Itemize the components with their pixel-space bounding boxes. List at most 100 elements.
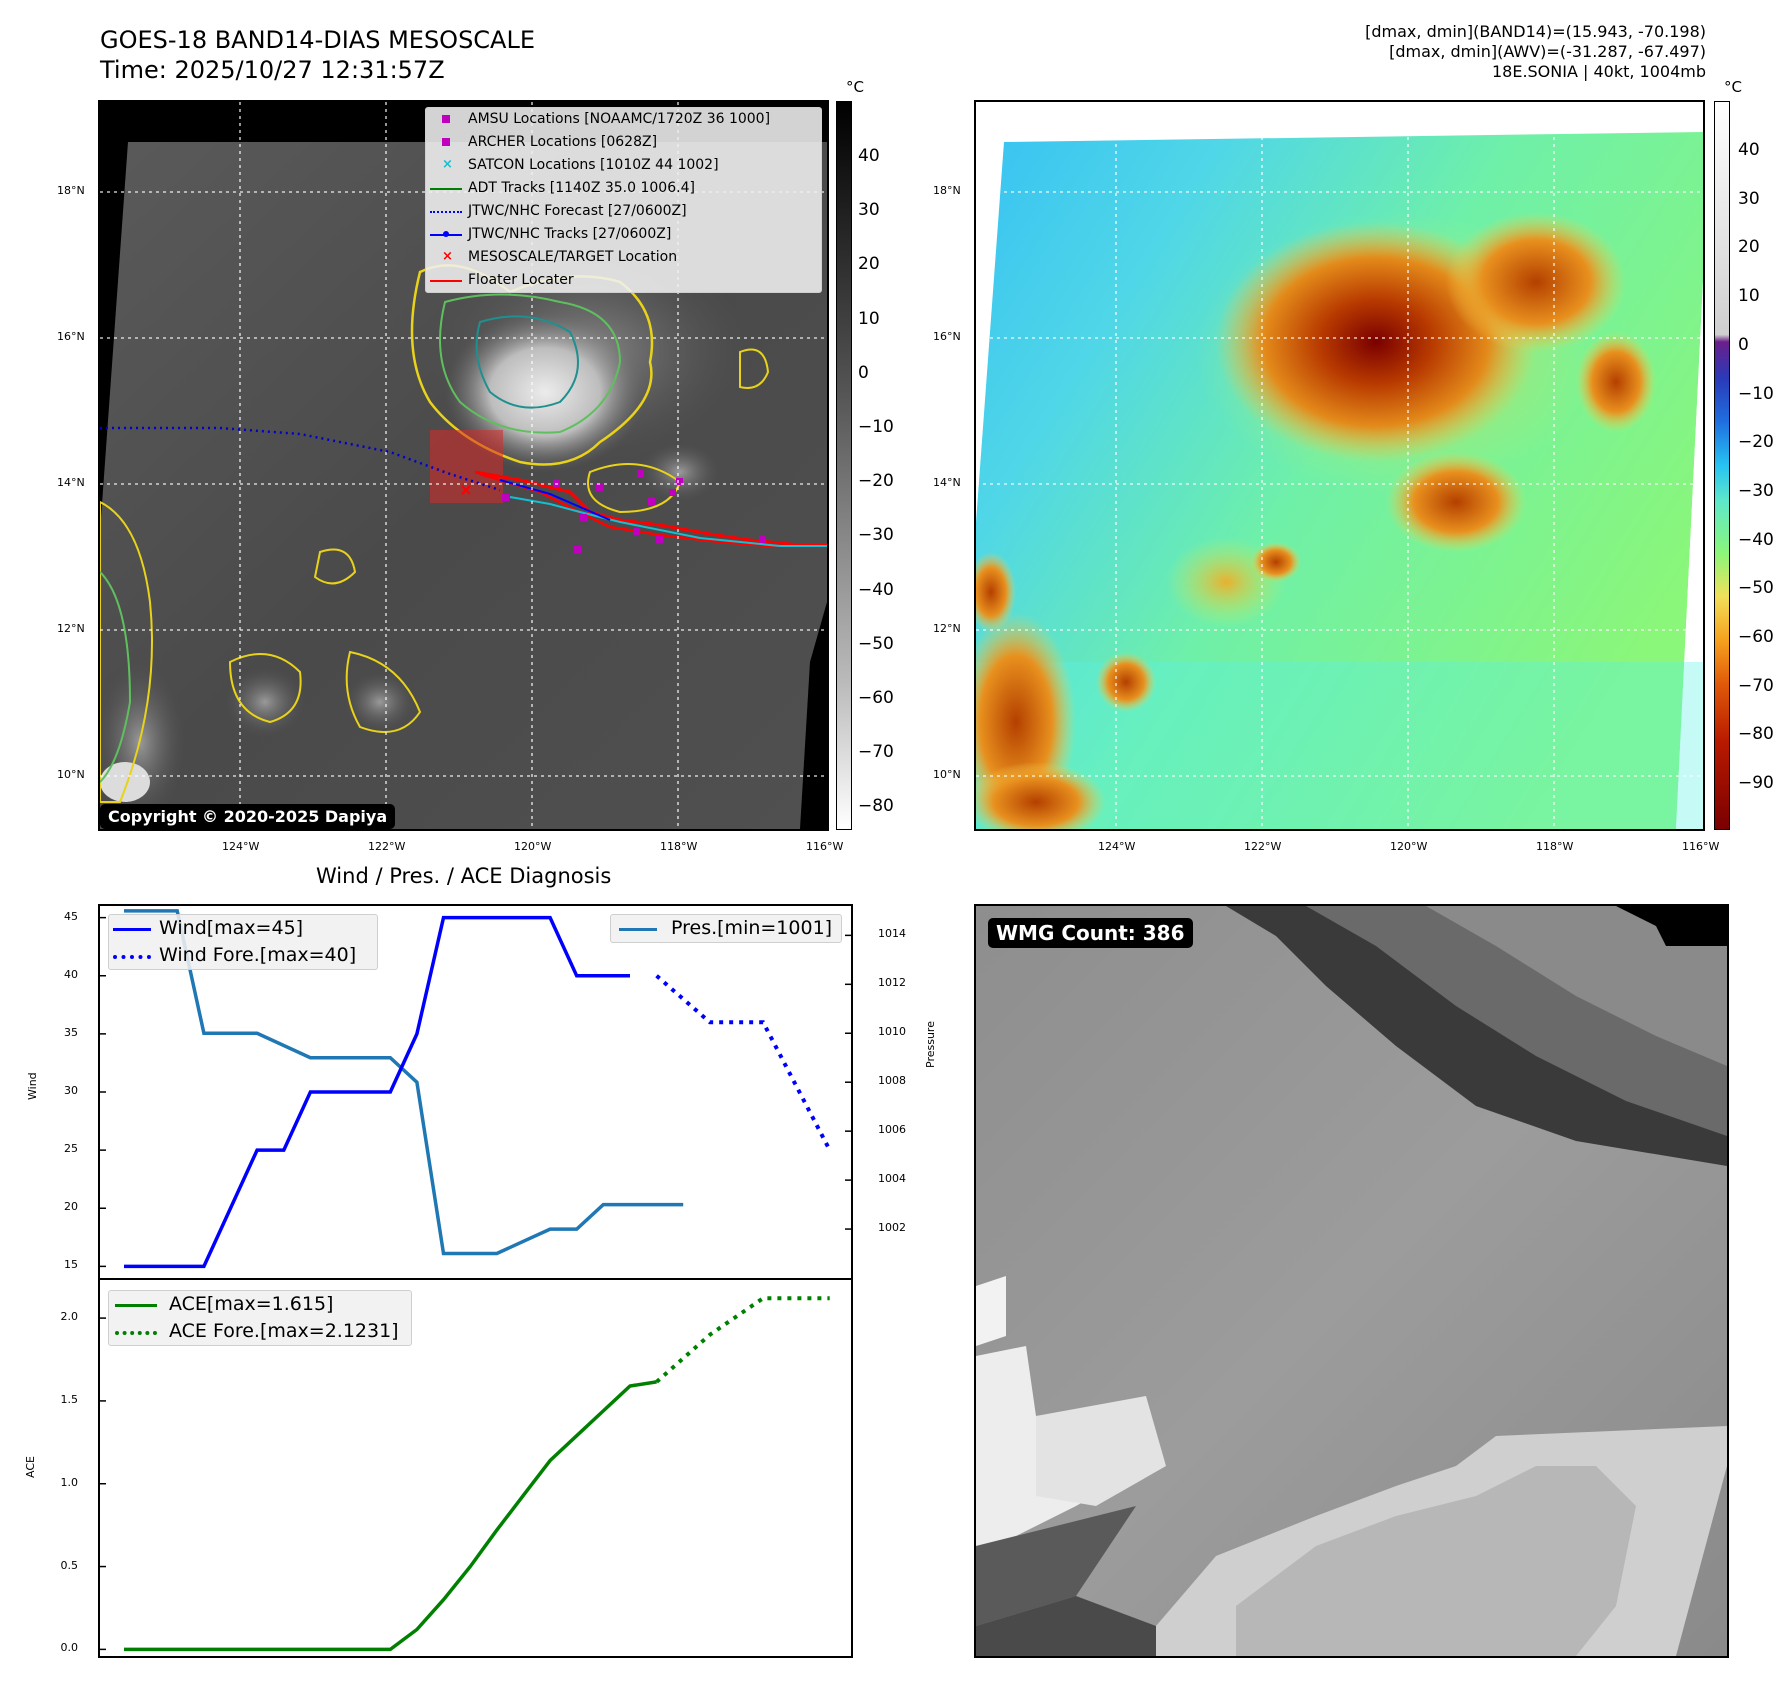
lon-label: 118°W (660, 840, 698, 853)
colorbar-tick-label: −10 (1738, 383, 1774, 404)
pressure-tick-label: 1012 (878, 976, 906, 990)
legend-item-tracks: JTWC/NHC Tracks [27/0600Z] (426, 223, 821, 246)
lat-label: 14°N (57, 476, 85, 489)
legend-item-forecast: JTWC/NHC Forecast [27/0600Z] (426, 200, 821, 223)
legend-label: ACE[max=1.615] (169, 1293, 334, 1315)
lat-label: 14°N (933, 476, 961, 489)
ace-tick-label: 1.0 (60, 1475, 79, 1489)
enhanced-map-image (976, 102, 1703, 829)
lat-label: 10°N (933, 768, 961, 781)
enhanced-map-panel (974, 100, 1705, 831)
colorbar-tick-label: −10 (858, 417, 894, 437)
colorbar-tick-label: −80 (1738, 724, 1774, 745)
pressure-legend: Pres.[min=1001] (610, 914, 842, 943)
wind-tick-label: 15 (64, 1258, 78, 1272)
figure-title: GOES-18 BAND14-DIAS MESOSCALE (100, 26, 536, 54)
legend-label: ARCHER Locations [0628Z] (468, 134, 658, 150)
legend-label: AMSU Locations [NOAAMC/1720Z 36 1000] (468, 111, 771, 127)
lon-label: 118°W (1536, 840, 1574, 853)
wmg-count-badge: WMG Count: 386 (988, 918, 1193, 948)
enhanced-colorbar (1714, 101, 1730, 830)
target-x-icon: × (442, 249, 453, 264)
track-dot-icon (443, 231, 449, 237)
lon-label: 124°W (1098, 840, 1136, 853)
colorbar-tick-label: −20 (1738, 432, 1774, 453)
legend-label: ADT Tracks [1140Z 35.0 1006.4] (468, 180, 695, 196)
adt-line-icon (430, 188, 462, 190)
colorbar-tick-label: −70 (858, 742, 894, 763)
ace-tick-label: 1.5 (60, 1392, 79, 1406)
lon-label: 116°W (806, 840, 844, 853)
wmg-panel: WMG Count: 386 (974, 904, 1729, 1658)
lon-label: 124°W (222, 840, 260, 853)
legend-label: Wind Fore.[max=40] (159, 944, 357, 966)
wind-forecast-line (655, 974, 832, 1152)
wind-tick-label: 40 (64, 967, 78, 981)
colorbar-tick-label: −50 (858, 633, 894, 654)
wind-axis-label: Wind (26, 1072, 39, 1100)
wind-forecast-dotted-icon (113, 955, 151, 959)
wind-line (124, 915, 630, 1269)
copyright-badge: Copyright © 2020-2025 Dapiya (100, 804, 396, 829)
legend-label: Pres.[min=1001] (671, 917, 833, 939)
pressure-tick-label: 1006 (878, 1123, 906, 1137)
wind-tick-label: 45 (64, 909, 78, 923)
ir-colorbar-unit: °C (846, 78, 864, 96)
legend-item-satcon: × SATCON Locations [1010Z 44 1002] (426, 154, 821, 177)
legend-label: Wind[max=45] (159, 917, 304, 939)
colorbar-tick-label: −50 (1738, 578, 1774, 599)
pressure-line-icon (619, 928, 657, 931)
colorbar-tick-label: −30 (858, 525, 894, 546)
legend-item-target: × MESOSCALE/TARGET Location (426, 246, 821, 269)
legend-item-wind-forecast: Wind Fore.[max=40] (109, 942, 377, 969)
floater-line-icon (430, 280, 462, 282)
legend-label: ACE Fore.[max=2.1231] (169, 1320, 399, 1342)
colorbar-tick-label: −80 (858, 796, 894, 817)
lat-label: 10°N (57, 768, 85, 781)
legend-label: SATCON Locations [1010Z 44 1002] (468, 157, 719, 173)
colorbar-tick-label: 20 (1738, 237, 1760, 258)
figure-time: Time: 2025/10/27 12:31:57Z (100, 56, 445, 84)
info-storm: 18E.SONIA | 40kt, 1004mb (1491, 62, 1706, 81)
wind-tick-label: 30 (64, 1084, 78, 1097)
ace-tick-label: 0.5 (60, 1558, 79, 1572)
pressure-tick-label: 1014 (878, 927, 906, 941)
colorbar-tick-label: −70 (1738, 675, 1774, 696)
legend-item-wind: Wind[max=45] (109, 915, 377, 942)
ace-forecast-line (655, 1296, 830, 1384)
pressure-axis-label: Pressure (924, 1021, 937, 1068)
legend-item-archer: ARCHER Locations [0628Z] (426, 131, 821, 154)
legend-item-ace: ACE[max=1.615] (109, 1291, 411, 1318)
wmg-image (976, 906, 1727, 1656)
lat-label: 18°N (933, 184, 961, 197)
lat-label: 18°N (57, 184, 85, 197)
legend-label: JTWC/NHC Forecast [27/0600Z] (468, 203, 687, 219)
colorbar-tick-label: −30 (1738, 480, 1774, 501)
chart-title: Wind / Pres. / ACE Diagnosis (316, 864, 612, 888)
lat-label: 12°N (933, 622, 961, 635)
lat-label: 16°N (933, 330, 961, 343)
pressure-tick-label: 1008 (878, 1074, 906, 1088)
ir-colorbar (836, 101, 852, 830)
info-band14: [dmax, dmin](BAND14)=(15.943, -70.198) (1365, 22, 1706, 41)
ir-map-legend: AMSU Locations [NOAAMC/1720Z 36 1000] AR… (425, 107, 822, 293)
colorbar-tick-label: 0 (1738, 334, 1749, 355)
colorbar-tick-label: 20 (858, 254, 880, 275)
ace-tick-label: 0.0 (60, 1641, 79, 1655)
ace-line-icon (115, 1304, 157, 1307)
archer-marker-icon (442, 138, 450, 146)
amsu-marker-icon (442, 115, 450, 123)
colorbar-tick-label: −60 (1738, 627, 1774, 647)
pressure-tick-label: 1002 (878, 1221, 906, 1235)
legend-label: JTWC/NHC Tracks [27/0600Z] (468, 226, 672, 242)
colorbar-tick-label: 30 (858, 200, 880, 221)
legend-item-ace-forecast: ACE Fore.[max=2.1231] (109, 1318, 411, 1345)
pressure-tick-label: 1004 (878, 1172, 906, 1186)
wind-legend: Wind[max=45] Wind Fore.[max=40] (108, 914, 378, 970)
wind-tick-label: 25 (64, 1142, 78, 1156)
colorbar-tick-label: 40 (1738, 140, 1760, 160)
lon-label: 122°W (1244, 840, 1282, 853)
lon-label: 120°W (1390, 840, 1428, 853)
colorbar-tick-label: 10 (1738, 286, 1760, 307)
satcon-x-icon: × (442, 157, 453, 172)
